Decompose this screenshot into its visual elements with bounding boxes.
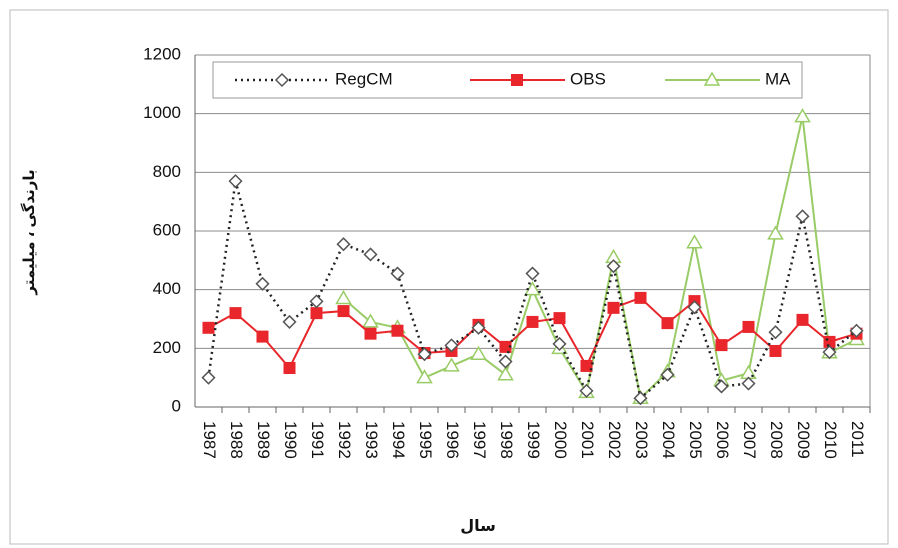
y-tick-label: 800 (153, 162, 181, 181)
x-tick-label: 1990 (281, 421, 300, 459)
x-tick-label: 1988 (227, 421, 246, 459)
x-axis-title: سال (460, 518, 496, 535)
data-point (390, 266, 405, 281)
x-tick-label: 2008 (767, 421, 786, 459)
data-point (497, 366, 514, 381)
x-tick-label: 2010 (821, 421, 840, 459)
data-point (769, 344, 782, 357)
data-point (282, 314, 297, 329)
legend-label: MA (765, 69, 791, 88)
data-point (498, 354, 513, 369)
data-point (362, 313, 379, 328)
x-tick-label: 2004 (659, 421, 678, 459)
data-point (714, 379, 729, 394)
data-point (310, 307, 323, 320)
data-point (525, 266, 540, 281)
data-point (634, 291, 647, 304)
chart-frame (9, 9, 889, 545)
y-tick-label: 1200 (143, 44, 181, 63)
data-point (228, 174, 243, 189)
data-point (661, 317, 674, 330)
data-point (256, 330, 269, 343)
data-point (633, 391, 648, 406)
data-point (526, 315, 539, 328)
data-point (767, 225, 784, 240)
data-point (364, 327, 377, 340)
data-point (742, 320, 755, 333)
x-tick-label: 2011 (848, 421, 867, 458)
data-point (443, 357, 460, 372)
series-line (342, 116, 857, 401)
y-tick-label: 600 (153, 220, 181, 239)
x-tick-label: 1993 (362, 421, 381, 459)
data-point (552, 336, 567, 351)
data-point (391, 324, 404, 337)
data-point (687, 300, 702, 315)
data-point (336, 237, 351, 252)
x-tick-label: 2006 (713, 421, 732, 459)
x-tick-label: 1997 (470, 421, 489, 459)
data-point (660, 367, 675, 382)
data-point (741, 376, 756, 391)
legend-label: OBS (570, 69, 606, 88)
y-tick-label: 1000 (143, 103, 181, 122)
x-tick-label: 1989 (254, 421, 273, 459)
y-tick-label: 200 (153, 338, 181, 357)
y-label-group: بارندگی ، میلیمتر (20, 169, 38, 295)
data-point (229, 307, 242, 320)
data-point (580, 359, 593, 372)
y-tick-label: 400 (153, 279, 181, 298)
data-point (202, 321, 215, 334)
data-point (768, 325, 783, 340)
x-tick-label: 2005 (686, 421, 705, 459)
data-point (201, 370, 216, 385)
x-tick-label: 2007 (740, 421, 759, 459)
data-point (416, 369, 433, 384)
data-point (283, 361, 296, 374)
x-tick-label: 2009 (794, 421, 813, 459)
data-point (794, 108, 811, 123)
x-tick-label: 2000 (551, 421, 570, 459)
legend-marker (703, 71, 721, 86)
x-tick-label: 1987 (200, 421, 219, 459)
x-tick-label: 1995 (416, 421, 435, 459)
y-tick-label: 0 (172, 396, 181, 415)
data-point (607, 301, 620, 314)
x-tick-label: 1994 (389, 421, 408, 459)
data-point (849, 323, 864, 338)
data-point (579, 383, 594, 398)
data-point (715, 339, 728, 352)
data-point (470, 345, 487, 360)
legend-marker (511, 74, 523, 86)
legend-marker (274, 72, 290, 88)
data-point (444, 338, 459, 353)
x-tick-label: 1991 (308, 421, 327, 459)
data-point (553, 312, 566, 325)
data-point (499, 340, 512, 353)
x-tick-label: 2003 (632, 421, 651, 459)
data-point (471, 320, 486, 335)
x-tick-label: 1998 (497, 421, 516, 459)
data-point (417, 347, 432, 362)
data-point (335, 289, 352, 305)
data-point (686, 234, 703, 249)
data-point (606, 259, 621, 274)
x-tick-label: 1996 (443, 421, 462, 459)
data-point (795, 209, 810, 224)
data-point (796, 313, 809, 326)
data-point (337, 305, 350, 318)
x-tick-label: 1992 (335, 421, 354, 459)
x-tick-label: 2002 (605, 421, 624, 459)
legend-label: RegCM (335, 69, 393, 88)
y-axis-title: بارندگی ، میلیمتر (20, 169, 38, 295)
data-point (363, 247, 378, 262)
data-point (309, 294, 324, 309)
x-tick-label: 2001 (578, 421, 597, 459)
data-point (822, 345, 837, 360)
data-point (255, 276, 270, 291)
x-tick-label: 1999 (524, 421, 543, 459)
